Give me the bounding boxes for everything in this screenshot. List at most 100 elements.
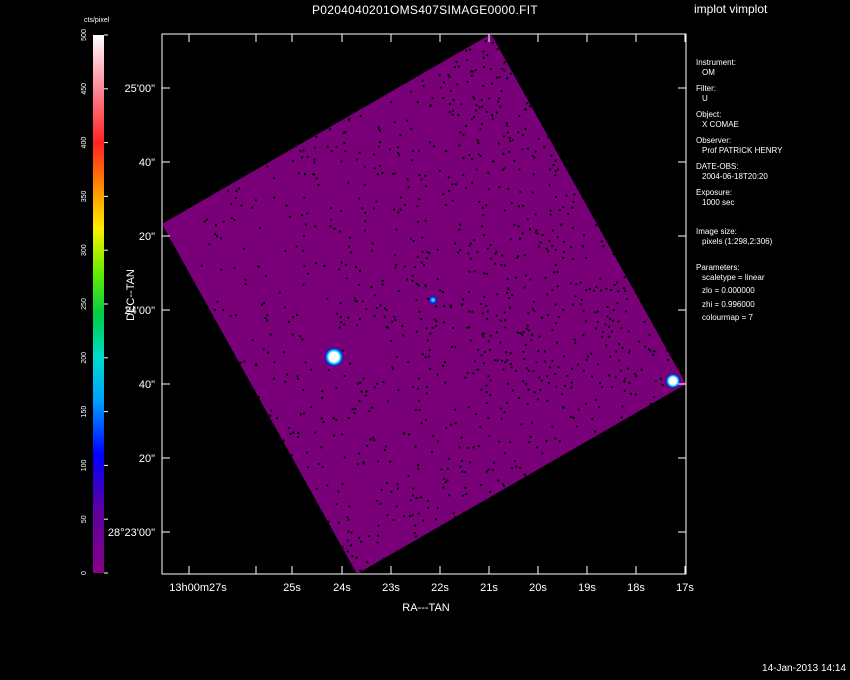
noise-pixel (531, 191, 534, 194)
noise-pixel (421, 250, 424, 253)
noise-pixel (545, 440, 548, 443)
noise-pixel (366, 444, 369, 447)
noise-pixel (313, 158, 316, 161)
noise-pixel (609, 355, 612, 358)
noise-pixel (491, 114, 494, 117)
noise-pixel (373, 386, 376, 389)
noise-pixel (524, 108, 527, 111)
noise-pixel (554, 373, 557, 375)
noise-pixel (625, 310, 628, 313)
noise-pixel (235, 190, 238, 193)
noise-pixel (348, 245, 350, 248)
noise-pixel (425, 257, 428, 260)
noise-pixel (510, 467, 513, 470)
noise-pixel (339, 316, 342, 319)
noise-pixel (469, 242, 472, 245)
noise-pixel (602, 330, 605, 333)
noise-pixel (465, 49, 468, 52)
noise-pixel (451, 183, 454, 186)
noise-pixel (432, 435, 435, 438)
noise-pixel (489, 379, 492, 382)
noise-pixel (354, 300, 357, 302)
noise-pixel (381, 283, 384, 286)
noise-pixel (436, 507, 439, 510)
noise-pixel (556, 270, 559, 273)
noise-pixel (612, 309, 615, 312)
noise-pixel (358, 283, 360, 286)
noise-pixel (481, 225, 484, 228)
exposure-value: 1000 sec (702, 197, 735, 207)
noise-pixel (341, 546, 344, 549)
noise-pixel (593, 289, 596, 292)
noise-pixel (287, 427, 290, 430)
noise-pixel (579, 303, 582, 306)
noise-pixel (505, 122, 508, 125)
noise-pixel (468, 290, 470, 293)
noise-pixel (551, 359, 554, 362)
noise-pixel (322, 421, 325, 424)
noise-pixel (574, 341, 577, 344)
noise-pixel (399, 196, 402, 199)
noise-pixel (649, 402, 652, 405)
noise-pixel (521, 134, 524, 137)
noise-pixel (229, 314, 232, 317)
noise-pixel (392, 519, 395, 521)
noise-pixel (284, 249, 287, 252)
noise-pixel (418, 174, 421, 176)
noise-pixel (466, 372, 469, 375)
noise-pixel (604, 323, 607, 326)
noise-pixel (335, 387, 338, 390)
noise-pixel (242, 247, 245, 250)
noise-pixel (466, 326, 469, 329)
noise-pixel (458, 144, 461, 147)
noise-pixel (556, 236, 559, 239)
noise-pixel (483, 295, 486, 298)
noise-pixel (508, 136, 511, 139)
noise-pixel (583, 234, 585, 237)
noise-pixel (509, 238, 512, 241)
noise-pixel (483, 272, 486, 275)
noise-pixel (216, 235, 218, 238)
noise-pixel (600, 240, 603, 243)
noise-pixel (416, 255, 419, 258)
noise-pixel (393, 254, 396, 257)
noise-pixel (382, 381, 385, 383)
noise-pixel (417, 464, 420, 467)
noise-pixel (403, 265, 406, 268)
noise-pixel (266, 319, 269, 322)
noise-pixel (425, 386, 428, 389)
noise-pixel (361, 300, 364, 303)
noise-pixel (424, 285, 427, 288)
noise-pixel (602, 245, 605, 248)
noise-pixel (481, 123, 483, 126)
noise-pixel (459, 223, 462, 226)
noise-pixel (343, 142, 346, 144)
y-tick-label: 40" (139, 157, 155, 169)
noise-pixel (410, 128, 413, 131)
colorbar-tick-label: 300 (81, 244, 88, 256)
noise-pixel (230, 217, 233, 220)
noise-pixel (436, 248, 439, 251)
noise-pixel (480, 155, 482, 158)
noise-pixel (353, 297, 356, 300)
noise-pixel (479, 484, 482, 486)
noise-pixel (339, 302, 342, 304)
noise-pixel (621, 405, 624, 408)
noise-pixel (623, 287, 625, 289)
noise-pixel (428, 349, 431, 352)
noise-pixel (594, 311, 597, 314)
noise-pixel (617, 320, 620, 323)
noise-pixel (428, 141, 431, 144)
noise-pixel (452, 512, 455, 515)
noise-pixel (445, 149, 448, 152)
noise-pixel (412, 494, 414, 497)
noise-pixel (473, 116, 475, 119)
noise-pixel (415, 299, 418, 302)
noise-pixel (390, 490, 393, 493)
noise-pixel (291, 333, 294, 336)
noise-pixel (485, 110, 488, 113)
noise-pixel (527, 329, 530, 332)
noise-pixel (524, 128, 527, 130)
noise-pixel (517, 225, 520, 228)
noise-pixel (479, 302, 482, 305)
